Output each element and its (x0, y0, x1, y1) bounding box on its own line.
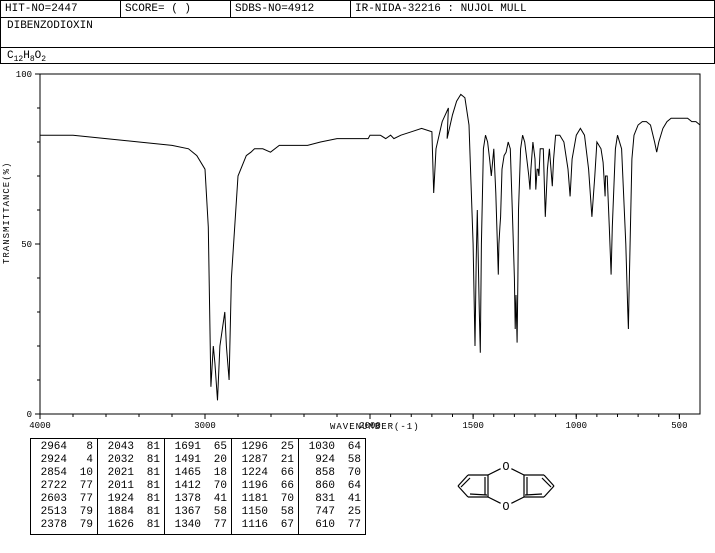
peak-table: 2964829244285410272277260377251379237879… (30, 438, 366, 535)
header-row: HIT-NO=2447 SCORE= ( ) SDBS-NO=4912 IR-N… (0, 0, 715, 18)
spectrum-svg: 40003000200015001000500050100 (0, 64, 715, 434)
peak-row: 285410 (35, 467, 93, 480)
svg-text:100: 100 (16, 70, 32, 80)
peak-row: 128721 (236, 454, 294, 467)
peak-row: 134077 (169, 519, 227, 532)
peak-row: 118170 (236, 493, 294, 506)
molecular-structure: OO (406, 438, 606, 533)
peak-row: 251379 (35, 506, 93, 519)
peak-column: 2043812032812021812011811924811884811626… (98, 439, 165, 534)
peak-row: 111667 (236, 519, 294, 532)
score-cell: SCORE= ( ) (121, 1, 231, 17)
svg-text:50: 50 (21, 240, 32, 250)
peak-row: 201181 (102, 480, 160, 493)
peak-row: 149120 (169, 454, 227, 467)
peak-column: 103064924588587086064831417472561077 (299, 439, 365, 534)
svg-text:3000: 3000 (194, 421, 216, 431)
svg-text:O: O (502, 460, 509, 474)
compound-name: DIBENZODIOXIN (7, 20, 93, 32)
peak-row: 74725 (303, 506, 361, 519)
peak-row: 203281 (102, 454, 160, 467)
peak-row: 272277 (35, 480, 93, 493)
peak-row: 146518 (169, 467, 227, 480)
compound-name-row: DIBENZODIOXIN (0, 18, 715, 48)
peak-row: 169165 (169, 441, 227, 454)
peak-row: 86064 (303, 480, 361, 493)
formula-row: C12H8O2 (0, 48, 715, 64)
peak-row: 85870 (303, 467, 361, 480)
bottom-section: 2964829244285410272277260377251379237879… (0, 434, 715, 535)
peak-column: 1691651491201465181412701378411367581340… (165, 439, 232, 534)
peak-row: 61077 (303, 519, 361, 532)
peak-row: 122466 (236, 467, 294, 480)
peak-column: 1296251287211224661196661181701150581116… (232, 439, 299, 534)
peak-row: 260377 (35, 493, 93, 506)
y-axis-label: TRANSMITTANCE(%) (2, 162, 12, 264)
peak-row: 129625 (236, 441, 294, 454)
peak-row: 137841 (169, 493, 227, 506)
peak-row: 92458 (303, 454, 361, 467)
peak-row: 237879 (35, 519, 93, 532)
sdbs-no-cell: SDBS-NO=4912 (231, 1, 351, 17)
x-axis-label: WAVENUMBER(-1) (330, 422, 420, 432)
peak-row: 188481 (102, 506, 160, 519)
peak-row: 192481 (102, 493, 160, 506)
hit-no-cell: HIT-NO=2447 (1, 1, 121, 17)
peak-row: 115058 (236, 506, 294, 519)
peak-column: 2964829244285410272277260377251379237879 (31, 439, 98, 534)
svg-text:O: O (502, 500, 509, 514)
peak-row: 136758 (169, 506, 227, 519)
molecular-formula: C12H8O2 (7, 50, 46, 62)
peak-row: 29244 (35, 454, 93, 467)
peak-row: 141270 (169, 480, 227, 493)
peak-row: 162681 (102, 519, 160, 532)
ir-info-cell: IR-NIDA-32216 : NUJOL MULL (351, 1, 714, 17)
peak-row: 83141 (303, 493, 361, 506)
peak-row: 204381 (102, 441, 160, 454)
svg-text:0: 0 (27, 410, 32, 420)
svg-text:500: 500 (671, 421, 687, 431)
svg-text:1000: 1000 (565, 421, 587, 431)
peak-row: 103064 (303, 441, 361, 454)
ir-spectrum-chart: 40003000200015001000500050100 TRANSMITTA… (0, 64, 715, 434)
peak-row: 29648 (35, 441, 93, 454)
peak-row: 202181 (102, 467, 160, 480)
svg-text:1500: 1500 (462, 421, 484, 431)
peak-row: 119666 (236, 480, 294, 493)
svg-text:4000: 4000 (29, 421, 51, 431)
